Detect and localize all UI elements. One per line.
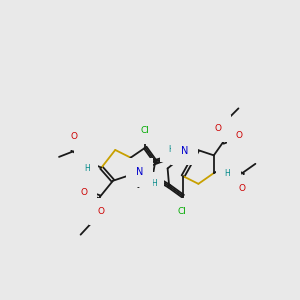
Text: H: H	[151, 179, 157, 188]
Text: H: H	[168, 146, 174, 154]
Text: O: O	[239, 184, 246, 193]
Text: O: O	[70, 132, 77, 141]
Text: O: O	[98, 207, 105, 216]
Text: H: H	[224, 169, 230, 178]
Text: O: O	[236, 131, 243, 140]
Text: N: N	[136, 167, 144, 177]
Text: N: N	[181, 146, 188, 156]
Text: N: N	[226, 161, 232, 170]
Text: Cl: Cl	[177, 207, 186, 216]
Text: N: N	[83, 156, 89, 165]
Text: H: H	[85, 164, 90, 173]
Text: Cl: Cl	[141, 126, 150, 135]
Text: O: O	[81, 188, 88, 197]
Text: O: O	[215, 124, 222, 133]
